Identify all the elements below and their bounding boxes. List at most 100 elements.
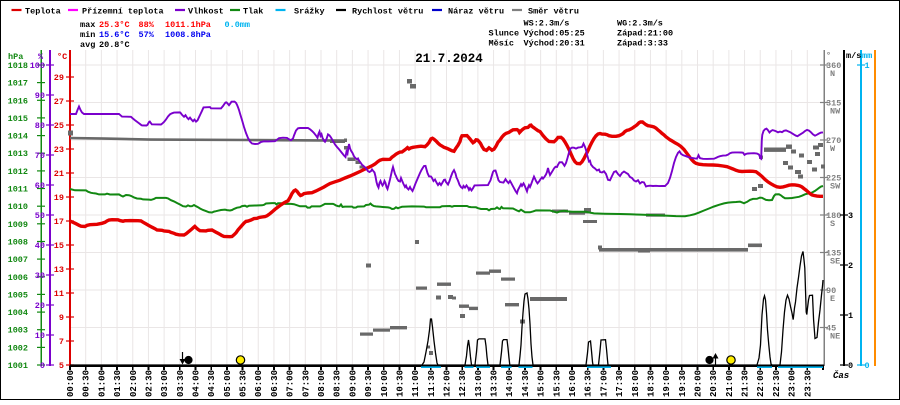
svg-text:29: 29 bbox=[54, 73, 64, 83]
svg-text:21.7.2024: 21.7.2024 bbox=[415, 52, 483, 66]
svg-text:11:30: 11:30 bbox=[427, 370, 437, 397]
svg-text:0: 0 bbox=[40, 361, 45, 371]
svg-text:04:00: 04:00 bbox=[192, 370, 202, 397]
svg-text:NW: NW bbox=[830, 107, 841, 117]
svg-text:1001: 1001 bbox=[8, 361, 28, 371]
svg-text:05:00: 05:00 bbox=[223, 370, 233, 397]
svg-text:1007: 1007 bbox=[8, 255, 28, 265]
svg-text:0.0mm: 0.0mm bbox=[225, 20, 251, 30]
svg-text:avg: avg bbox=[80, 40, 95, 50]
svg-text:Srážky: Srážky bbox=[294, 7, 325, 17]
svg-text:180: 180 bbox=[826, 211, 841, 221]
svg-text:135: 135 bbox=[826, 249, 841, 259]
svg-text:21: 21 bbox=[54, 169, 64, 179]
svg-text:WS:2.3m/s: WS:2.3m/s bbox=[524, 19, 570, 29]
svg-text:08:30: 08:30 bbox=[333, 370, 343, 397]
svg-text:7: 7 bbox=[59, 337, 64, 347]
svg-text:00:30: 00:30 bbox=[82, 370, 92, 397]
svg-text:15:30: 15:30 bbox=[552, 370, 562, 397]
svg-text:23: 23 bbox=[54, 145, 64, 155]
svg-text:1011.1hPa: 1011.1hPa bbox=[165, 20, 211, 30]
svg-text:Západ:3:33: Západ:3:33 bbox=[617, 39, 668, 49]
svg-text:Měsíc: Měsíc bbox=[489, 39, 515, 49]
svg-text:12:30: 12:30 bbox=[458, 370, 468, 397]
svg-text:27: 27 bbox=[54, 97, 64, 107]
svg-text:90: 90 bbox=[826, 286, 836, 296]
svg-text:9: 9 bbox=[59, 313, 64, 323]
svg-text:05:30: 05:30 bbox=[239, 370, 249, 397]
svg-text:225: 225 bbox=[826, 174, 841, 184]
svg-text:0: 0 bbox=[848, 361, 853, 371]
svg-text:17:30: 17:30 bbox=[615, 370, 625, 397]
svg-text:10: 10 bbox=[35, 331, 45, 341]
svg-text:°C: °C bbox=[57, 52, 67, 62]
svg-text:01:30: 01:30 bbox=[113, 370, 123, 397]
svg-text:1008.8hPa: 1008.8hPa bbox=[165, 30, 211, 40]
svg-text:23:00: 23:00 bbox=[788, 370, 798, 397]
svg-text:N: N bbox=[830, 69, 835, 79]
svg-text:min: min bbox=[80, 30, 95, 40]
svg-text:Slunce: Slunce bbox=[489, 29, 520, 39]
svg-text:21:30: 21:30 bbox=[741, 370, 751, 397]
svg-text:Náraz větru: Náraz větru bbox=[448, 7, 504, 17]
svg-text:18:30: 18:30 bbox=[646, 370, 656, 397]
svg-text:1009: 1009 bbox=[8, 220, 28, 230]
svg-text:1013: 1013 bbox=[8, 149, 28, 159]
svg-text:SW: SW bbox=[830, 182, 841, 192]
svg-text:23:30: 23:30 bbox=[803, 370, 813, 397]
svg-text:1014: 1014 bbox=[8, 132, 28, 142]
svg-text:Čas: Čas bbox=[833, 370, 849, 381]
svg-text:17:00: 17:00 bbox=[599, 370, 609, 397]
svg-text:15:00: 15:00 bbox=[537, 370, 547, 397]
svg-text:5: 5 bbox=[59, 361, 64, 371]
svg-text:07:00: 07:00 bbox=[286, 370, 296, 397]
svg-text:1017: 1017 bbox=[8, 79, 28, 89]
svg-text:03:30: 03:30 bbox=[176, 370, 186, 397]
svg-text:16:00: 16:00 bbox=[568, 370, 578, 397]
svg-text:Vlhkost: Vlhkost bbox=[188, 7, 224, 17]
svg-text:1002: 1002 bbox=[8, 343, 28, 353]
svg-text:hPa: hPa bbox=[8, 52, 23, 62]
svg-text:2: 2 bbox=[848, 261, 853, 271]
svg-text:Směr větru: Směr větru bbox=[528, 7, 579, 17]
svg-text:1: 1 bbox=[865, 61, 870, 71]
svg-text:80: 80 bbox=[35, 121, 45, 131]
svg-text:SE: SE bbox=[830, 257, 840, 267]
svg-text:13: 13 bbox=[54, 265, 64, 275]
svg-text:88%: 88% bbox=[139, 20, 155, 30]
svg-text:1008: 1008 bbox=[8, 238, 28, 248]
svg-text:06:30: 06:30 bbox=[270, 370, 280, 397]
svg-text:60: 60 bbox=[35, 181, 45, 191]
svg-text:03:00: 03:00 bbox=[160, 370, 170, 397]
svg-text:15.6°C: 15.6°C bbox=[99, 30, 130, 40]
svg-text:1018: 1018 bbox=[8, 61, 28, 71]
svg-text:30: 30 bbox=[35, 271, 45, 281]
svg-text:25: 25 bbox=[54, 121, 64, 131]
svg-text:10:30: 10:30 bbox=[395, 370, 405, 397]
svg-text:1012: 1012 bbox=[8, 167, 28, 177]
svg-text:1015: 1015 bbox=[8, 114, 28, 124]
svg-text:S: S bbox=[830, 219, 835, 229]
svg-text:25.3°C: 25.3°C bbox=[99, 20, 130, 30]
svg-text:Východ:20:31: Východ:20:31 bbox=[524, 39, 585, 49]
svg-text:13:30: 13:30 bbox=[490, 370, 500, 397]
svg-text:m/s: m/s bbox=[846, 51, 861, 61]
svg-text:11:00: 11:00 bbox=[411, 370, 421, 397]
svg-text:18:00: 18:00 bbox=[631, 370, 641, 397]
svg-text:02:00: 02:00 bbox=[129, 370, 139, 397]
svg-text:22:30: 22:30 bbox=[772, 370, 782, 397]
svg-text:08:00: 08:00 bbox=[317, 370, 327, 397]
svg-text:70: 70 bbox=[35, 151, 45, 161]
svg-text:W: W bbox=[830, 144, 836, 154]
svg-text:E: E bbox=[830, 294, 835, 304]
svg-text:19: 19 bbox=[54, 193, 64, 203]
svg-text:07:30: 07:30 bbox=[301, 370, 311, 397]
svg-text:Tlak: Tlak bbox=[243, 7, 263, 17]
svg-text:°: ° bbox=[826, 51, 831, 61]
svg-text:Přízemní teplota: Přízemní teplota bbox=[82, 7, 164, 17]
svg-text:20:30: 20:30 bbox=[709, 370, 719, 397]
svg-text:09:00: 09:00 bbox=[348, 370, 358, 397]
svg-text:06:00: 06:00 bbox=[254, 370, 264, 397]
svg-text:15: 15 bbox=[54, 241, 64, 251]
svg-text:1004: 1004 bbox=[8, 308, 28, 318]
